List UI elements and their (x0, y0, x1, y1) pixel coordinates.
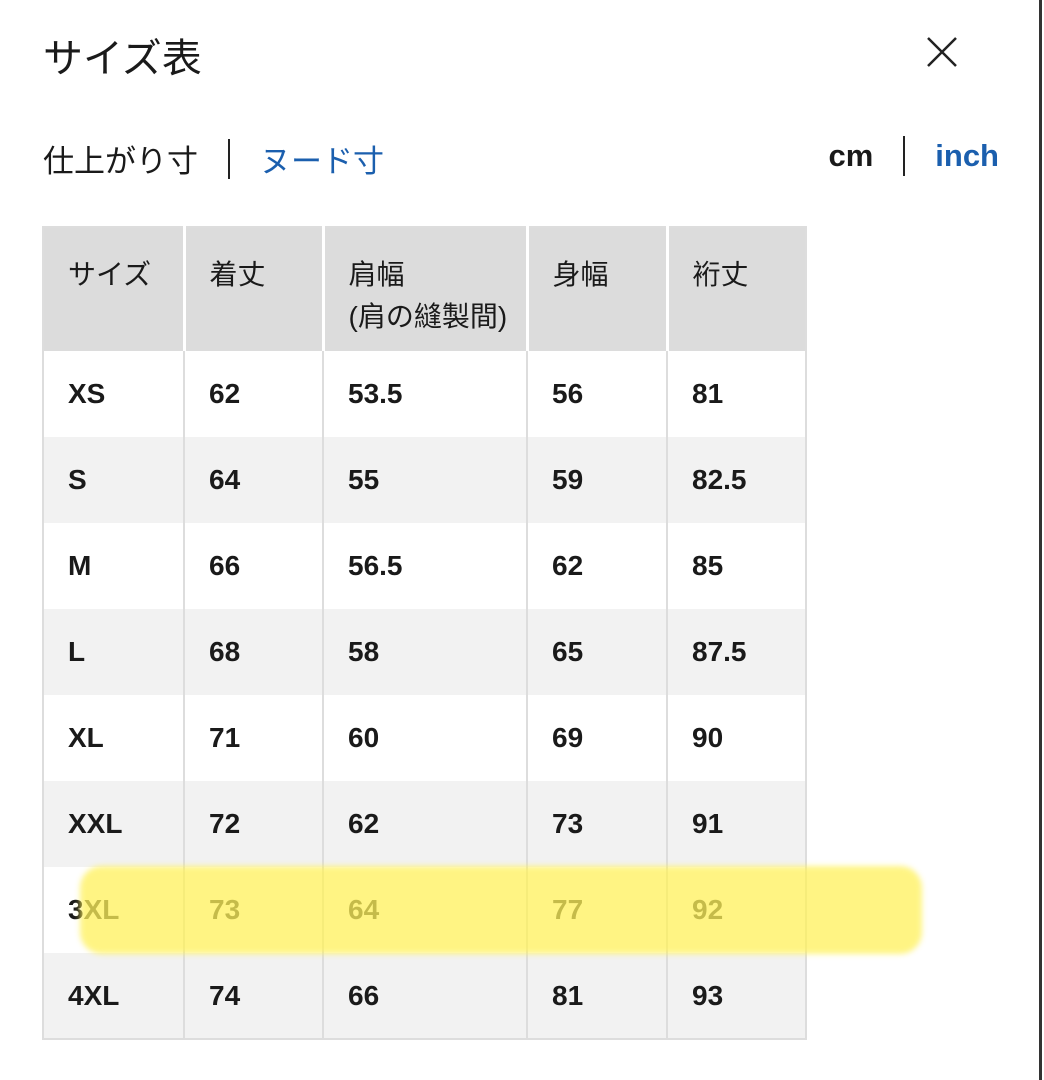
table-cell: 69 (526, 695, 667, 781)
table-cell: 82.5 (666, 437, 806, 523)
table-cell: 64 (322, 867, 527, 953)
table-cell: 68 (183, 609, 323, 695)
header-shoulder: 肩幅 (肩の縫製間) (321, 227, 527, 351)
header-sleeve: 裄丈 (665, 227, 806, 351)
table-cell: 73 (183, 867, 323, 953)
table-cell: 60 (322, 695, 527, 781)
size-label: XL (43, 695, 184, 781)
table-cell: 77 (526, 867, 667, 953)
table-cell: 56 (526, 351, 667, 437)
table-cell: 66 (183, 523, 323, 609)
table-cell: 62 (526, 523, 667, 609)
header-shoulder-label: 肩幅 (348, 259, 405, 290)
unit-toggle: cm inch (828, 136, 999, 176)
header-size: サイズ (43, 227, 184, 351)
table-cell: 62 (322, 781, 527, 867)
table-cell: 66 (322, 953, 527, 1039)
size-label: L (43, 609, 184, 695)
divider (903, 136, 906, 176)
table-row: 3XL 73 64 77 92 (43, 867, 806, 953)
table-cell: 91 (666, 781, 806, 867)
table-cell: 53.5 (322, 351, 527, 437)
table-cell: 90 (666, 695, 806, 781)
divider (228, 138, 230, 179)
table-cell: 62 (183, 351, 323, 437)
size-label: 4XL (43, 953, 184, 1039)
size-label: S (43, 437, 184, 523)
tab-finished-size[interactable]: 仕上がり寸 (43, 144, 198, 179)
table-cell: 74 (183, 953, 323, 1039)
table-row: S 64 55 59 82.5 (43, 437, 806, 523)
size-label: XS (43, 351, 184, 437)
table-cell: 72 (183, 781, 323, 867)
table-row: XS 62 53.5 56 81 (43, 351, 806, 437)
unit-cm[interactable]: cm (828, 138, 874, 173)
table-cell: 64 (183, 437, 323, 523)
header-shoulder-note: (肩の縫製間) (348, 301, 508, 332)
table-cell: 56.5 (322, 523, 527, 609)
table-cell: 59 (526, 437, 667, 523)
table-cell: 65 (526, 609, 667, 695)
close-x-icon (927, 37, 957, 67)
size-table: サイズ 着丈 肩幅 (肩の縫製間) 身幅 裄丈 XS 62 53.5 56 81 S 64 55… (42, 226, 807, 1040)
header-body-width: 身幅 (525, 227, 667, 351)
table-cell: 73 (526, 781, 667, 867)
table-row: XXL 72 62 73 91 (43, 781, 806, 867)
table-header-row: サイズ 着丈 肩幅 (肩の縫製間) 身幅 裄丈 (43, 227, 806, 351)
table-cell: 55 (322, 437, 527, 523)
size-label: XXL (43, 781, 184, 867)
table-cell: 92 (666, 867, 806, 953)
table-cell: 71 (183, 695, 323, 781)
size-label: M (43, 523, 184, 609)
table-row: M 66 56.5 62 85 (43, 523, 806, 609)
header-length: 着丈 (182, 227, 323, 351)
unit-inch[interactable]: inch (935, 138, 999, 173)
table-cell: 81 (526, 953, 667, 1039)
table-cell: 87.5 (666, 609, 806, 695)
table-cell: 58 (322, 609, 527, 695)
table-cell: 93 (666, 953, 806, 1039)
size-label: 3XL (43, 867, 184, 953)
table-row: L 68 58 65 87.5 (43, 609, 806, 695)
page-title: サイズ表 (43, 37, 202, 81)
table-cell: 85 (666, 523, 806, 609)
table-row: 4XL 74 66 81 93 (43, 953, 806, 1039)
window-edge (1039, 0, 1042, 1080)
table-cell: 81 (666, 351, 806, 437)
table-row: XL 71 60 69 90 (43, 695, 806, 781)
measure-toggle: 仕上がり寸 ヌード寸 (43, 136, 384, 181)
close-button[interactable] (922, 32, 962, 72)
tab-body-size[interactable]: ヌード寸 (260, 144, 384, 179)
